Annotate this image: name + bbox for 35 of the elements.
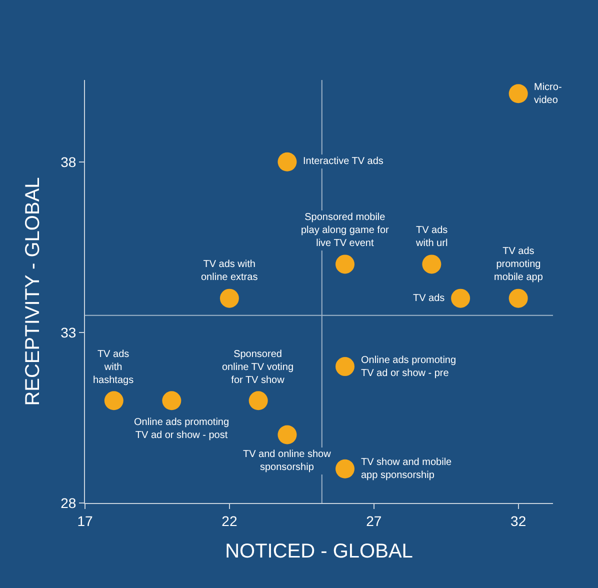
- y-tick-label: 38: [60, 154, 76, 170]
- x-tick-label: 32: [510, 512, 526, 529]
- annotation: TV ads: [413, 293, 445, 304]
- y-axis-title: RECEPTIVITY - GLOBAL: [22, 177, 44, 406]
- x-tick-label: 27: [366, 512, 382, 529]
- point: [336, 459, 354, 478]
- point: [508, 84, 528, 104]
- point: [451, 288, 470, 308]
- point: [508, 288, 528, 308]
- annotation: TV show and mobile app sponsorship: [361, 457, 452, 481]
- point: [104, 391, 124, 410]
- annotation: TV ads with online extras: [201, 259, 258, 283]
- point: [248, 391, 268, 410]
- point: [336, 254, 354, 274]
- annotation: Micro- video: [534, 82, 562, 106]
- annotation: TV ads with hashtags: [93, 349, 134, 386]
- point: [278, 425, 297, 444]
- x-tick-label: 22: [222, 512, 238, 529]
- annotation: TV ads promoting mobile app: [494, 246, 544, 283]
- annotation: Sponsored online TV voting for TV show: [222, 349, 294, 386]
- annotation: Online ads promoting TV ad or show - post: [134, 417, 230, 441]
- x-axis-title: NOTICED - GLOBAL: [225, 540, 413, 562]
- annotation: Online ads promoting TV ad or show - pre: [361, 355, 456, 379]
- x-tick-label: 17: [77, 512, 93, 529]
- annotation: Interactive TV ads: [303, 156, 384, 167]
- annotation: TV and online show sponsorship: [243, 449, 332, 473]
- annotation: Sponsored mobile play along game for live TV event: [301, 212, 390, 249]
- y-tick-label: 33: [60, 324, 76, 340]
- y-tick-label: 28: [60, 494, 76, 511]
- point: [278, 152, 297, 172]
- point: [422, 254, 442, 274]
- point: [220, 288, 239, 308]
- point: [162, 391, 182, 410]
- annotation: TV ads with url: [415, 225, 448, 249]
- point: [336, 357, 354, 376]
